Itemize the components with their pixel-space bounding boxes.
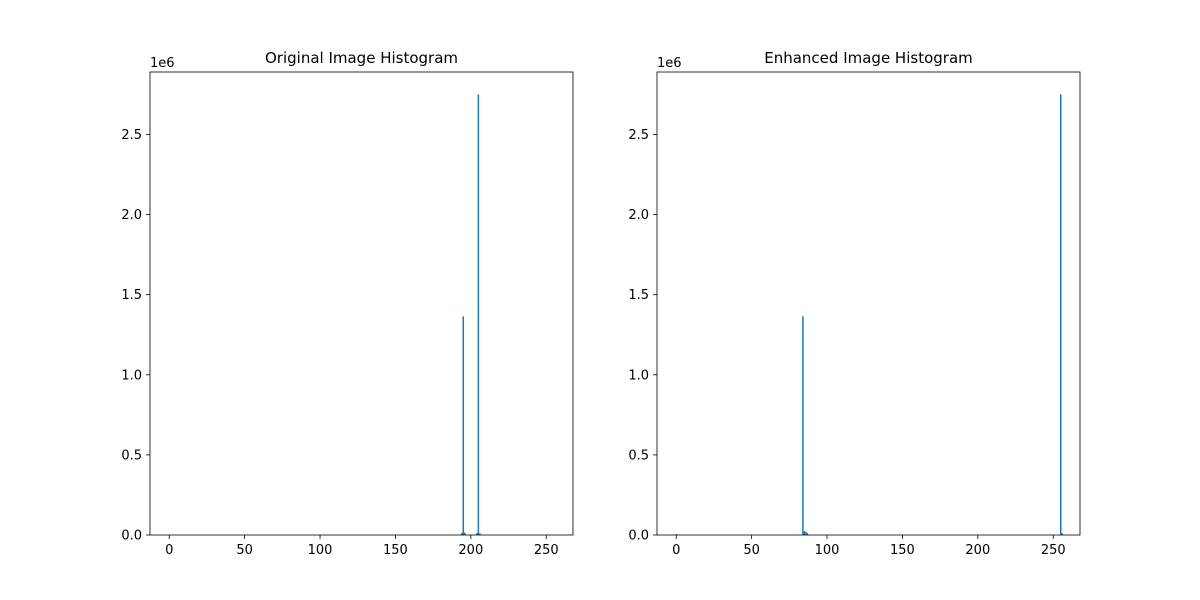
left-y-tick-label-1: 0.5 xyxy=(121,448,142,463)
right-histogram-bar-3 xyxy=(805,531,807,535)
left-histogram-bar-1 xyxy=(462,316,465,535)
right-chart-title: Enhanced Image Histogram xyxy=(764,49,973,67)
left-chart-title: Original Image Histogram xyxy=(265,49,458,67)
left-axes-frame xyxy=(149,71,574,536)
right-x-tick-label-0: 0 xyxy=(672,543,680,558)
left-y-tick-label-4: 2.0 xyxy=(121,208,142,223)
right-y-tick-label-1: 0.5 xyxy=(628,448,649,463)
left-plot-area xyxy=(150,72,573,535)
left-x-tick-label-1: 50 xyxy=(236,543,253,558)
right-x-tick-label-5: 250 xyxy=(1041,543,1066,558)
left-histogram-bar-4 xyxy=(477,94,480,536)
right-x-tick-label-1: 50 xyxy=(743,543,760,558)
right-x-tick-label-2: 100 xyxy=(815,543,840,558)
left-x-tick-label-4: 200 xyxy=(458,543,483,558)
right-histogram-bar-5 xyxy=(1060,94,1062,536)
right-y-tick-label-4: 2.0 xyxy=(628,208,649,223)
left-y-offset-label: 1e6 xyxy=(150,56,175,71)
right-x-tick-label-3: 150 xyxy=(890,543,915,558)
right-plot-area xyxy=(657,72,1080,535)
left-y-tick-label-0: 0.0 xyxy=(121,529,142,544)
left-x-tick-label-0: 0 xyxy=(165,543,173,558)
left-histogram-bar-0 xyxy=(461,533,463,535)
right-histogram-bar-2 xyxy=(803,530,806,535)
right-x-tick-label-4: 200 xyxy=(965,543,990,558)
right-y-tick-label-5: 2.5 xyxy=(628,128,649,143)
right-histogram-bar-4 xyxy=(806,533,809,535)
left-histogram-bar-5 xyxy=(479,533,481,535)
left-histogram-bar-2 xyxy=(464,532,466,535)
left-x-tick-label-3: 150 xyxy=(383,543,408,558)
right-histogram-bar-0 xyxy=(675,534,677,535)
right-y-tick-label-3: 1.5 xyxy=(628,288,649,303)
right-y-tick-label-0: 0.0 xyxy=(628,529,649,544)
right-axes-frame xyxy=(656,71,1081,536)
left-y-tick-label-2: 1.0 xyxy=(121,368,142,383)
right-histogram-panel: 0 50 100 150 200 250 0.0 0.5 1.0 1.5 2.0 2.5 1e6 Enha… xyxy=(628,49,1081,558)
right-y-tick-label-2: 1.0 xyxy=(628,368,649,383)
left-y-tick-label-5: 2.5 xyxy=(121,128,142,143)
right-histogram-bar-6 xyxy=(1061,533,1064,535)
left-histogram-bar-3 xyxy=(476,533,478,535)
left-x-tick-label-5: 250 xyxy=(534,543,559,558)
right-y-offset-label: 1e6 xyxy=(657,56,682,71)
left-histogram-panel: 0 50 100 150 200 250 0.0 0.5 1.0 1.5 2.0 2.5 1e6 Orig… xyxy=(121,49,574,558)
left-y-tick-label-3: 1.5 xyxy=(121,288,142,303)
right-histogram-bar-1 xyxy=(802,316,804,535)
left-x-tick-label-2: 100 xyxy=(308,543,333,558)
